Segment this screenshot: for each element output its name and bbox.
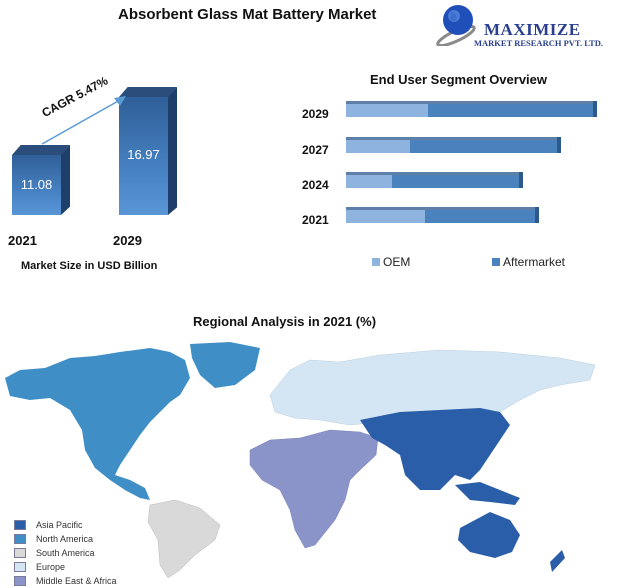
logo-subtitle: MARKET RESEARCH PVT. LTD. (474, 38, 604, 48)
segment-aftermarket (425, 210, 536, 223)
y-label-2027: 2027 (302, 143, 329, 157)
legend-item-europe: Europe (14, 560, 117, 574)
logo-name: MAXIMIZE (484, 20, 581, 39)
bar-value-2021: 11.08 (20, 177, 53, 192)
segment-oem (346, 140, 410, 153)
region-europe (269, 349, 596, 426)
market-size-chart: 11.08 16.97 CAGR 5.47% 2021 2029 Market … (0, 60, 200, 280)
legend-item-south-america: South America (14, 546, 117, 560)
legend-label: North America (36, 534, 94, 544)
segment-oem (346, 210, 425, 223)
segment-aftermarket (428, 104, 594, 117)
y-label-2021: 2021 (302, 213, 329, 227)
region-middle-east-africa (249, 429, 379, 549)
segment-oem (346, 104, 428, 117)
bar-2029: 16.97 (119, 87, 177, 215)
segment-chart-title: End User Segment Overview (370, 72, 548, 87)
bar-2021: 11.08 (12, 145, 70, 215)
segment-row-2029 (346, 101, 598, 117)
x-label-2021: 2021 (8, 233, 37, 248)
segment-row-2027 (346, 137, 562, 153)
oem-swatch (372, 258, 380, 266)
y-label-2024: 2024 (302, 178, 329, 192)
legend-oem: OEM (372, 255, 410, 269)
legend-label: Europe (36, 562, 66, 572)
legend-oem-label: OEM (383, 255, 411, 269)
region-south-america (147, 499, 221, 578)
segment-oem (346, 175, 392, 188)
segment-row-2021 (346, 207, 540, 223)
legend-aftermarket: Aftermarket (492, 255, 565, 269)
legend-label: South America (36, 548, 95, 558)
legend-item-middle-east-africa: Middle East & Africa (14, 574, 117, 588)
segment-row-2024 (346, 172, 524, 188)
segment-aftermarket (410, 140, 558, 153)
legend-item-north-america: North America (14, 532, 117, 546)
map-title: Regional Analysis in 2021 (%) (193, 314, 377, 329)
y-label-2029: 2029 (302, 107, 329, 121)
region-north-america (5, 348, 190, 500)
world-map (5, 342, 596, 578)
page-title: Absorbent Glass Mat Battery Market (118, 6, 377, 23)
legend-aftermarket-label: Aftermarket (503, 255, 566, 269)
bar-value-2029: 16.97 (127, 147, 160, 162)
region-asia-pacific (360, 408, 510, 490)
x-label-2029: 2029 (113, 233, 142, 248)
axis-title: Market Size in USD Billion (21, 260, 158, 272)
company-logo: MAXIMIZE MARKET RESEARCH PVT. LTD. (434, 2, 624, 48)
globe-icon (436, 5, 476, 46)
legend-item-asia-pacific: Asia Pacific (14, 518, 117, 532)
segment-aftermarket (392, 175, 520, 188)
legend-label: Asia Pacific (36, 520, 83, 530)
cagr-arrow-icon (41, 96, 126, 145)
aftermarket-swatch (492, 258, 500, 266)
